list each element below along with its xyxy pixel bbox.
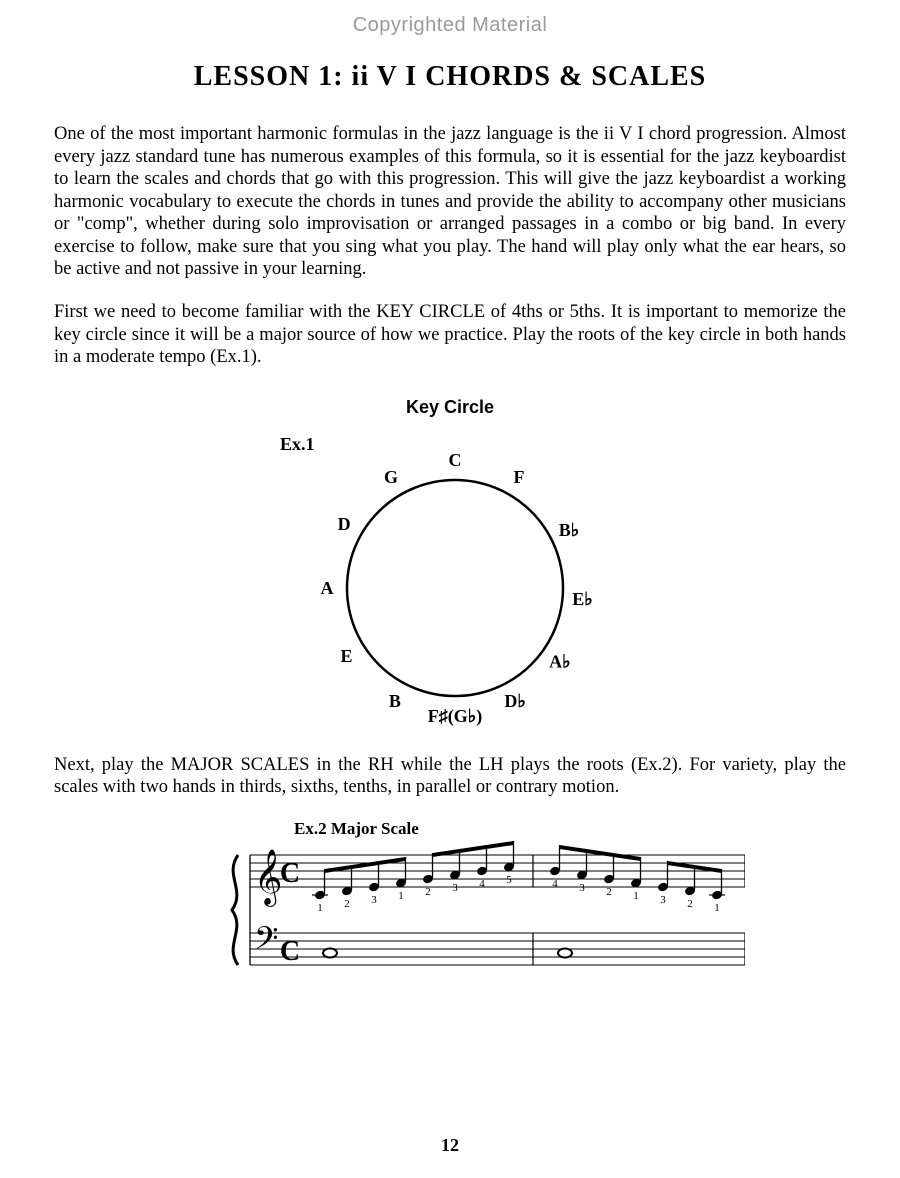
key-circle-svg: C F B♭ E♭ A♭ D♭ F♯(G♭) B E A D G: [250, 428, 650, 738]
svg-text:C: C: [280, 858, 300, 889]
example-1-label: Ex.1: [280, 434, 315, 455]
svg-text:B: B: [389, 691, 401, 711]
svg-text:𝄞: 𝄞: [254, 850, 282, 907]
svg-text:F: F: [514, 467, 525, 487]
svg-text:4: 4: [479, 878, 485, 890]
svg-text:𝄢: 𝄢: [254, 922, 278, 964]
svg-text:2: 2: [425, 886, 431, 898]
svg-text:F♯(G♭): F♯(G♭): [428, 706, 482, 727]
svg-text:2: 2: [606, 886, 612, 898]
svg-text:5: 5: [506, 874, 512, 886]
svg-text:A: A: [321, 578, 334, 598]
key-circle-heading: Key Circle: [54, 397, 846, 418]
svg-text:B♭: B♭: [559, 520, 580, 540]
svg-text:E: E: [340, 645, 352, 665]
svg-text:3: 3: [452, 882, 458, 894]
svg-text:1: 1: [317, 902, 323, 914]
page: Copyrighted Material LESSON 1: ii V I CH…: [0, 0, 900, 1178]
paragraph-1: One of the most important harmonic formu…: [54, 123, 846, 281]
svg-text:A♭: A♭: [549, 651, 571, 671]
svg-text:2: 2: [344, 898, 350, 910]
paragraph-3: Next, play the MAJOR SCALES in the RH wh…: [54, 754, 846, 799]
svg-text:1: 1: [714, 902, 720, 914]
svg-text:3: 3: [371, 894, 377, 906]
svg-text:4: 4: [552, 878, 558, 890]
svg-text:2: 2: [687, 898, 693, 910]
svg-text:3: 3: [660, 894, 666, 906]
example-2-label: Ex.2 Major Scale: [294, 819, 419, 839]
svg-text:D♭: D♭: [504, 691, 526, 711]
page-number: 12: [0, 1135, 900, 1156]
score-example-2: Ex.2 Major Scale 𝄞𝄢CC123123454321321: [54, 823, 846, 1003]
svg-text:1: 1: [398, 890, 404, 902]
lesson-title: LESSON 1: ii V I CHORDS & SCALES: [54, 61, 846, 93]
svg-text:C: C: [449, 450, 462, 470]
key-circle-diagram: Ex.1 C F B♭ E♭ A♭ D♭ F♯(G♭) B E A D G: [250, 428, 650, 728]
major-scale-staff: 𝄞𝄢CC123123454321321: [155, 823, 745, 1003]
svg-text:1: 1: [633, 890, 639, 902]
paragraph-2: First we need to become familiar with th…: [54, 301, 846, 369]
svg-text:E♭: E♭: [572, 589, 593, 609]
svg-text:C: C: [280, 936, 300, 967]
copyright-notice: Copyrighted Material: [54, 0, 846, 37]
svg-text:G: G: [384, 467, 398, 487]
svg-text:3: 3: [579, 882, 585, 894]
svg-text:D: D: [338, 514, 351, 534]
